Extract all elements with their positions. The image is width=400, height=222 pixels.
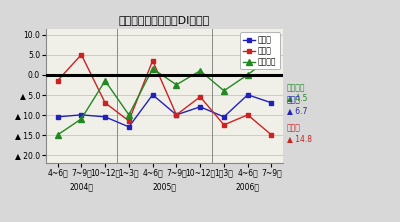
Title: 中小企業の資金繰りDIの推移: 中小企業の資金繰りDIの推移 bbox=[119, 15, 210, 25]
Text: 2005年: 2005年 bbox=[152, 182, 176, 191]
Text: 2004年: 2004年 bbox=[69, 182, 93, 191]
Text: 全産業
▲ 6.7: 全産業 ▲ 6.7 bbox=[287, 95, 307, 115]
Text: 非製造業
▲ 4.5: 非製造業 ▲ 4.5 bbox=[287, 83, 307, 103]
Legend: 全産業, 製造業, 非製造業: 全産業, 製造業, 非製造業 bbox=[240, 32, 280, 69]
Text: 製造業
▲ 14.8: 製造業 ▲ 14.8 bbox=[287, 123, 312, 143]
Text: 2006年: 2006年 bbox=[236, 182, 260, 191]
